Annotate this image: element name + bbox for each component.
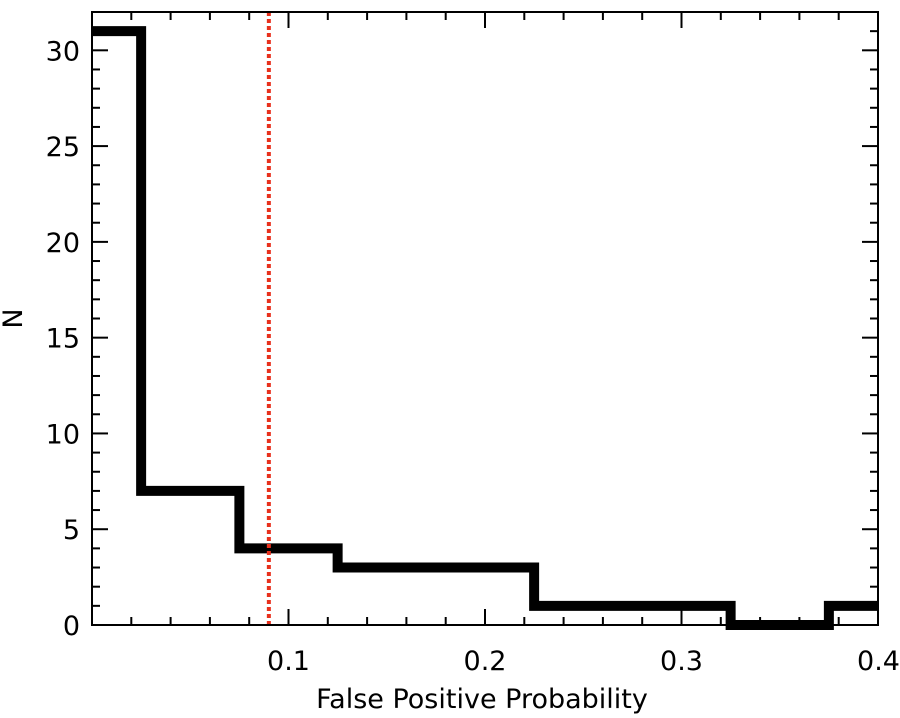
histogram-step-line [92, 26, 878, 630]
x-tick-label: 0.3 [660, 646, 703, 677]
x-axis-title: False Positive Probability [316, 684, 648, 715]
histogram-bar [92, 31, 141, 625]
y-tick-label: 10 [46, 419, 80, 450]
axis-ticks [92, 12, 878, 625]
plot-frame [91, 11, 879, 626]
x-tick-label: 0.1 [267, 646, 310, 677]
histogram-bar [338, 568, 535, 625]
histogram-bar [141, 491, 239, 625]
x-tick-label: 0.4 [857, 646, 900, 677]
y-tick-label: 25 [46, 132, 80, 163]
y-axis-title: N [0, 308, 29, 328]
y-tick-label: 0 [63, 611, 80, 642]
x-tick-label: 0.2 [464, 646, 507, 677]
y-tick-label: 20 [46, 228, 80, 259]
histogram-series [92, 26, 878, 630]
y-tick-label: 5 [63, 515, 80, 546]
y-tick-label: 30 [46, 36, 80, 67]
y-tick-label: 15 [46, 324, 80, 355]
x-tick-labels: 0.1 0.2 0.3 0.4 [267, 646, 900, 677]
y-tick-labels: 0 5 10 15 20 25 30 [46, 36, 80, 642]
